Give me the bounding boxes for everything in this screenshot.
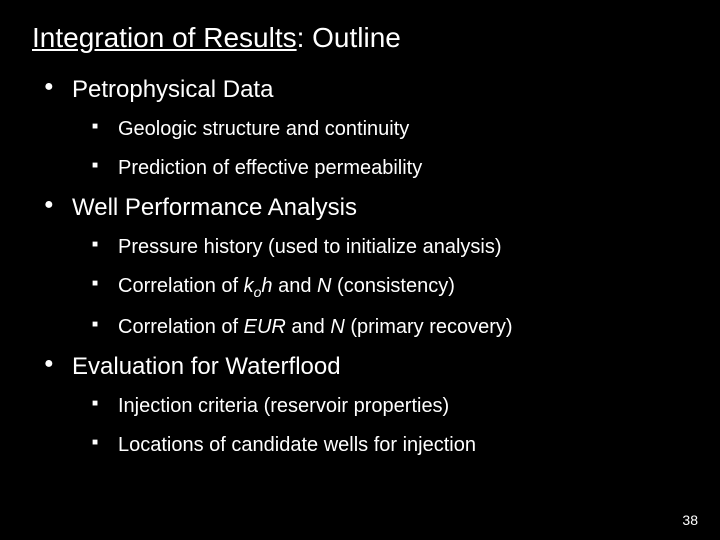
outline-list: Petrophysical Data Geologic structure an… xyxy=(32,76,688,457)
list-item: Injection criteria (reservoir properties… xyxy=(92,395,688,418)
title-underlined: Integration of Results xyxy=(32,22,297,53)
section-waterflood: Evaluation for Waterflood Injection crit… xyxy=(44,353,688,457)
list-item: Geologic structure and continuity xyxy=(92,118,688,141)
list-item: Locations of candidate wells for injecti… xyxy=(92,434,688,457)
section-petrophysical: Petrophysical Data Geologic structure an… xyxy=(44,76,688,180)
sub-list: Pressure history (used to initialize ana… xyxy=(72,236,688,339)
section-heading: Well Performance Analysis xyxy=(72,194,357,221)
section-heading: Evaluation for Waterflood xyxy=(72,353,341,380)
list-item: Correlation of koh and N (consistency) xyxy=(92,275,688,300)
section-heading: Petrophysical Data xyxy=(72,76,273,103)
title-rest: : Outline xyxy=(297,22,401,53)
sub-list: Injection criteria (reservoir properties… xyxy=(72,395,688,457)
list-item: Correlation of EUR and N (primary recove… xyxy=(92,316,688,339)
section-well-performance: Well Performance Analysis Pressure histo… xyxy=(44,194,688,339)
slide-title: Integration of Results: Outline xyxy=(32,22,688,54)
list-item: Pressure history (used to initialize ana… xyxy=(92,236,688,259)
list-item: Prediction of effective permeability xyxy=(92,157,688,180)
sub-list: Geologic structure and continuity Predic… xyxy=(72,118,688,180)
page-number: 38 xyxy=(682,512,698,528)
